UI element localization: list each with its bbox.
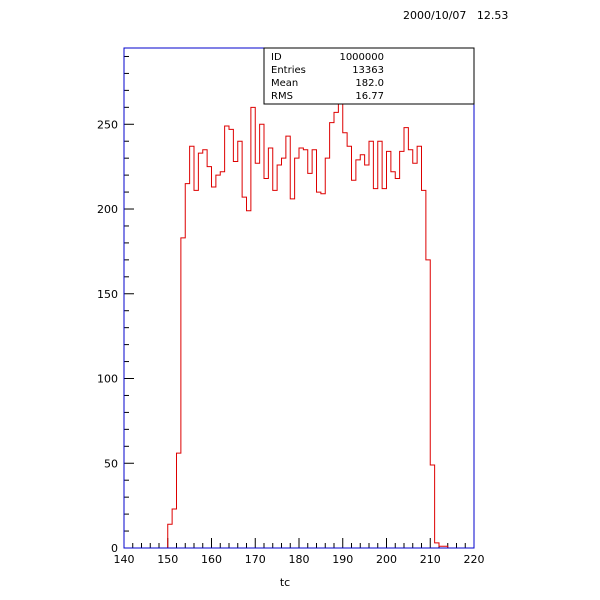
x-tick-label: 180 <box>289 553 310 566</box>
stats-box-border <box>263 47 475 105</box>
stats-value: 16.77 <box>355 91 384 102</box>
y-tick-label: 200 <box>97 203 118 216</box>
stats-box: ID 1000000 Entries 13363 Mean 182.0 RMS 16.77 <box>263 47 475 105</box>
timestamp: 2000/10/07 12.53 <box>403 9 509 22</box>
x-tick-label: 200 <box>376 553 397 566</box>
x-tick-label: 210 <box>420 553 441 566</box>
y-tick-label: 50 <box>104 457 118 470</box>
y-tick-label: 250 <box>97 118 118 131</box>
stats-label: RMS <box>271 91 293 102</box>
stats-value: 1000000 <box>339 52 384 63</box>
x-tick-label: 220 <box>464 553 485 566</box>
x-tick-label: 190 <box>332 553 353 566</box>
stats-value: 182.0 <box>355 78 384 89</box>
stats-label: Entries <box>271 65 306 76</box>
x-tick-label: 140 <box>114 553 135 566</box>
x-tick-label: 160 <box>201 553 222 566</box>
stats-value: 13363 <box>352 65 384 76</box>
stats-label: Mean <box>271 78 298 89</box>
x-tick-label: 150 <box>157 553 178 566</box>
x-tick-label: 170 <box>245 553 266 566</box>
y-tick-label: 100 <box>97 373 118 386</box>
y-tick-label: 0 <box>111 542 118 555</box>
y-tick-label: 150 <box>97 288 118 301</box>
histogram-series-line <box>124 100 474 549</box>
axis-tick-labels: 140 150 160 170 180 190 200 210 220 0 50 100 150 200 2… <box>97 118 485 566</box>
stats-label: ID <box>271 52 282 63</box>
x-axis-label: tc <box>280 576 290 589</box>
